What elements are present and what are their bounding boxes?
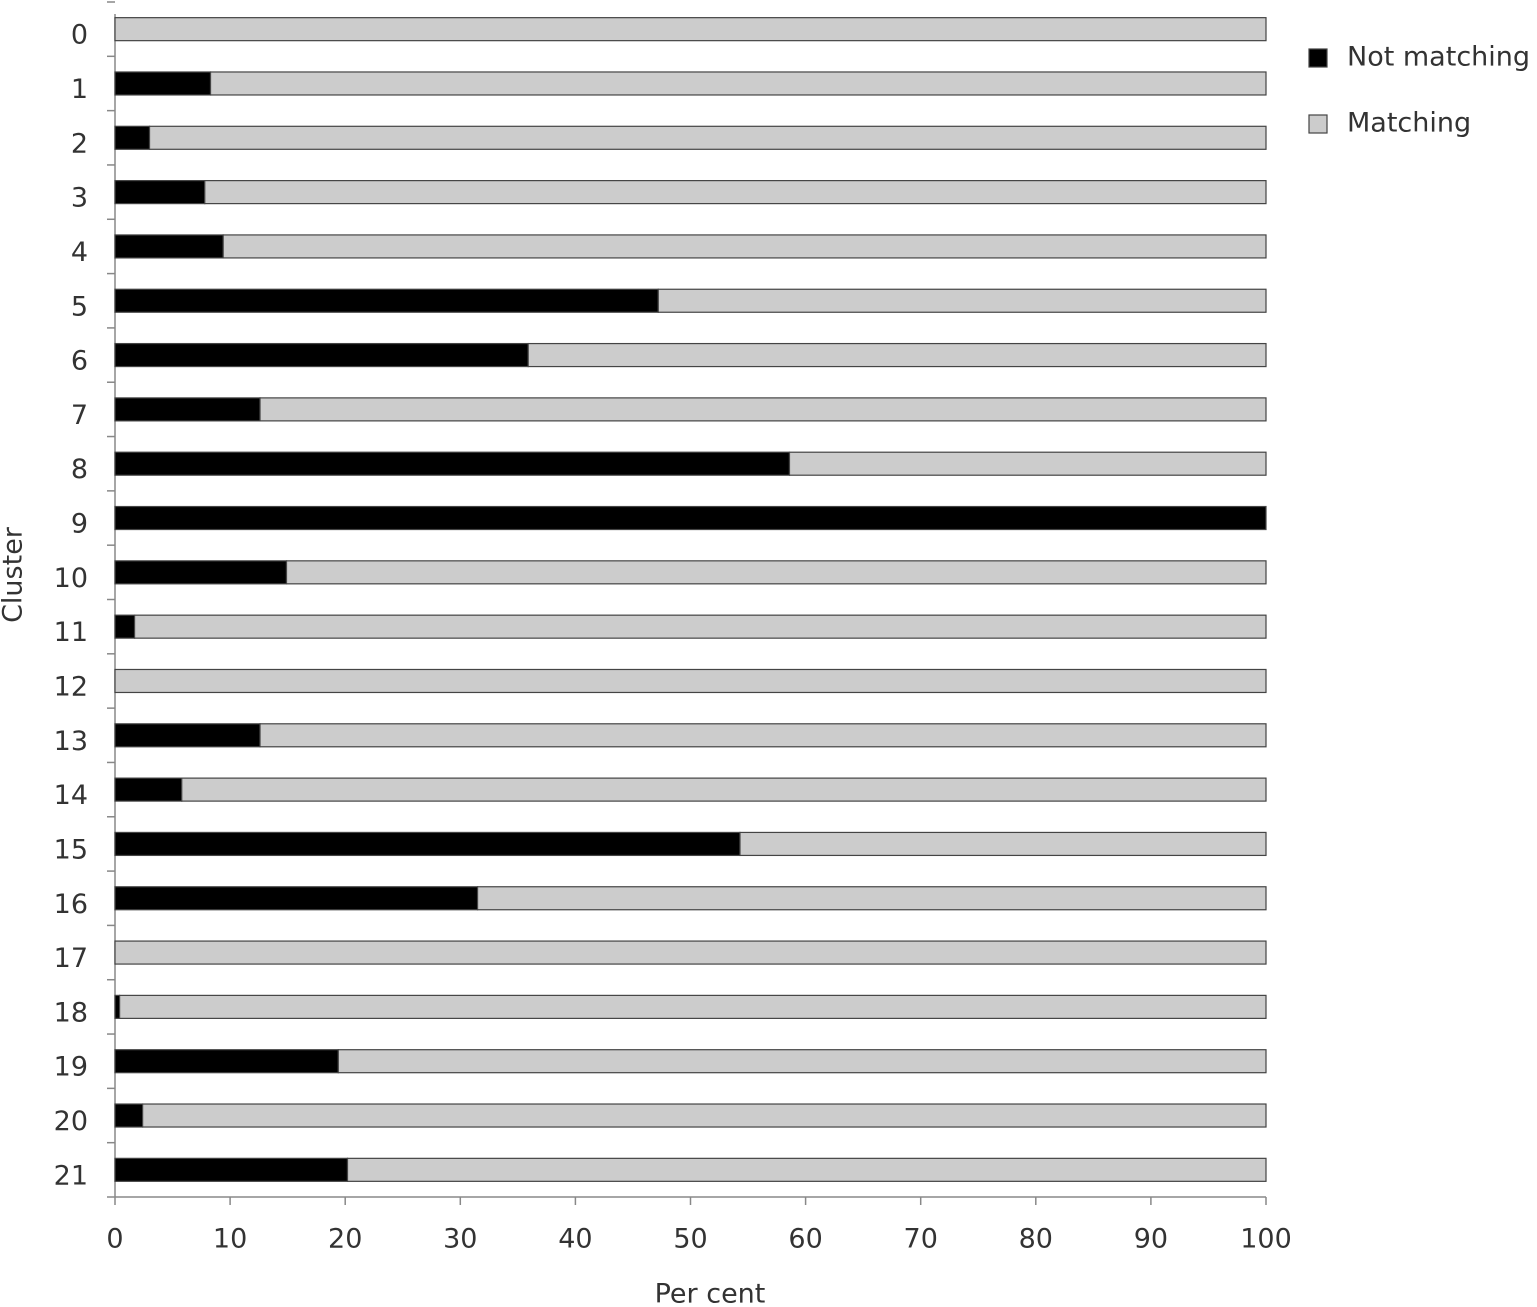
bar-segment	[114, 451, 791, 476]
y-tick-label: 1	[71, 74, 88, 105]
legend-swatch	[1308, 48, 1328, 68]
y-tick-label: 2	[71, 128, 88, 159]
x-tick-label: 100	[1240, 1224, 1292, 1255]
x-tick-label: 30	[443, 1224, 477, 1255]
y-tick-label: 16	[54, 889, 88, 920]
bar-segment	[114, 1049, 339, 1074]
bar-segment	[114, 288, 659, 313]
bar-segment	[114, 668, 1267, 694]
bar-segment	[114, 560, 288, 585]
y-tick-label: 7	[71, 400, 88, 431]
bar-segment	[114, 71, 212, 96]
y-tick-label: 15	[54, 834, 88, 865]
y-axis-label: Cluster	[0, 526, 29, 623]
y-tick-label: 6	[71, 346, 88, 377]
bar-segment	[114, 614, 136, 639]
bar-segment	[114, 180, 206, 205]
bar-segment	[657, 288, 1267, 313]
y-tick-label: 10	[54, 563, 88, 594]
y-tick-label: 5	[71, 291, 88, 322]
x-tick-label: 90	[1134, 1224, 1168, 1255]
bar-segment	[739, 831, 1267, 857]
bar-segment	[114, 1157, 349, 1182]
bar-segment	[114, 1103, 144, 1128]
bar-segment	[204, 180, 1267, 205]
x-tick-label: 10	[213, 1224, 247, 1255]
y-tick-label: 12	[54, 671, 88, 702]
bar-segment	[222, 234, 1267, 259]
x-axis-label: Per cent	[655, 1279, 766, 1307]
bar-segment	[181, 777, 1267, 802]
y-tick-label: 21	[54, 1160, 88, 1191]
y-tick-label: 18	[54, 997, 88, 1028]
bar-segment	[142, 1103, 1267, 1128]
bar-segment	[119, 994, 1267, 1019]
bar-segment	[527, 342, 1267, 368]
bar-segment	[148, 125, 1267, 150]
legend-label: Matching	[1347, 108, 1471, 139]
y-tick-label: 3	[71, 183, 88, 214]
bar-segment	[114, 777, 183, 802]
x-tick-label: 70	[904, 1224, 938, 1255]
y-tick-label: 0	[71, 20, 88, 51]
y-tick-label: 8	[71, 454, 88, 485]
y-tick-label: 19	[54, 1052, 88, 1083]
x-tick-label: 60	[788, 1224, 822, 1255]
bar-segment	[259, 723, 1267, 748]
bar-segment	[114, 342, 529, 368]
y-tick-label: 9	[71, 509, 88, 540]
y-tick-label: 4	[71, 237, 88, 268]
x-tick-label: 0	[106, 1224, 123, 1255]
x-tick-label: 80	[1019, 1224, 1053, 1255]
bar-segment	[114, 234, 224, 259]
x-tick-label: 50	[673, 1224, 707, 1255]
bar-segment	[114, 831, 741, 857]
bar-segment	[285, 560, 1267, 585]
x-tick-label: 20	[328, 1224, 362, 1255]
legend-swatch	[1308, 114, 1328, 134]
bar-segment	[114, 994, 121, 1019]
bar-segment	[114, 397, 261, 422]
bar-segment	[114, 886, 479, 911]
y-tick-label: 13	[54, 726, 88, 757]
bar-segment	[788, 451, 1267, 476]
bar-segment	[114, 505, 1267, 531]
bar-segment	[114, 723, 261, 748]
bar-segment	[346, 1157, 1267, 1182]
bar-segment	[209, 71, 1267, 96]
bar-segment	[337, 1049, 1267, 1074]
bar-segment	[114, 125, 151, 150]
bar-segment	[114, 940, 1267, 965]
y-tick-label: 11	[54, 617, 88, 648]
bar-segment	[114, 17, 1267, 42]
y-tick-label: 14	[54, 780, 88, 811]
x-tick-label: 40	[558, 1224, 592, 1255]
bar-segment	[476, 886, 1267, 911]
bar-segment	[133, 614, 1267, 639]
y-tick-label: 17	[54, 943, 88, 974]
legend-label: Not matching	[1347, 42, 1530, 73]
bar-segment	[259, 397, 1267, 422]
y-tick-label: 20	[54, 1106, 88, 1137]
